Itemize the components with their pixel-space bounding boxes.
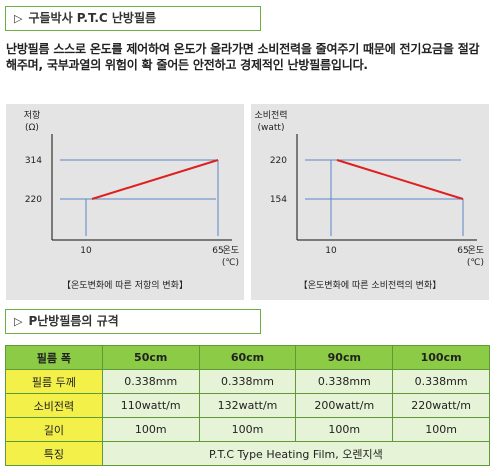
y-tick-label-upper: 314: [25, 156, 42, 166]
table-cell: P.T.C Type Heating Film, 오렌지색: [101, 441, 491, 466]
header-cell: 90cm: [295, 345, 394, 370]
y-axis-label-line1: 소비전력: [254, 109, 287, 121]
header-cell: 50cm: [101, 345, 200, 370]
table-cell: 132watt/m: [198, 393, 297, 418]
table-cell: 220watt/m: [392, 393, 490, 418]
row-head-cell: 필름 두께: [5, 369, 103, 394]
table-cell: 0.338mm: [295, 369, 394, 394]
row-head-cell: 소비전력: [5, 393, 103, 418]
triangle-right-icon: ▷: [14, 12, 23, 25]
power-series-line: [336, 159, 464, 200]
resistance-chart: 저항 (Ω) 314 220 10 65 온도 (℃) 【온도변화에 따른 저항…: [24, 110, 239, 291]
description-text: 난방필름 스스로 온도를 제어하여 온도가 올라가면 소비전력을 줄여주기 때문…: [6, 42, 480, 72]
chart-caption: 【온도변화에 따른 소비전력의 변화】: [299, 279, 442, 291]
x-axis-label-line1: 온도: [222, 245, 239, 256]
row-head-cell: 길이: [5, 417, 103, 442]
x-tick-label-start: 10: [325, 246, 337, 256]
section-header-spec: ▷ P난방필름의 규격: [5, 309, 261, 334]
power-chart: 소비전력 (watt) 220 154 10 65 온도 (℃) 【온도변화에 …: [254, 109, 484, 291]
section-title: P난방필름의 규격: [28, 314, 119, 328]
x-axis-label-line2: (℃): [222, 258, 239, 268]
x-axis-label-line2: (℃): [467, 258, 484, 268]
header-cell: 필름 폭: [5, 345, 103, 370]
y-axis-label-line2: (watt): [258, 123, 285, 133]
table-cell: 200watt/m: [295, 393, 394, 418]
triangle-right-icon: ▷: [14, 315, 23, 328]
table-cell: 100m: [392, 417, 490, 442]
table-cell: 110watt/m: [101, 393, 200, 418]
table-row: 소비전력 110watt/m 132watt/m 200watt/m 220wa…: [5, 393, 490, 418]
section-title: 구들박사 P.T.C 난방필름: [28, 11, 157, 25]
row-head-cell: 특징: [5, 441, 103, 466]
y-tick-label-upper: 220: [270, 156, 287, 166]
table-row: 필름 두께 0.338mm 0.338mm 0.338mm 0.338mm: [5, 369, 490, 394]
x-tick-label-end: 65: [212, 246, 223, 256]
x-tick-label-start: 10: [80, 246, 92, 256]
table-cell: 0.338mm: [392, 369, 490, 394]
chart-caption: 【온도변화에 따른 저항의 변화】: [62, 280, 188, 291]
table-cell: 100m: [295, 417, 394, 442]
x-tick-label-end: 65: [457, 246, 468, 256]
spec-table: 필름 폭 50cm 60cm 90cm 100cm 필름 두께 0.338mm …: [5, 345, 491, 466]
header-cell: 100cm: [392, 345, 490, 370]
header-cell: 60cm: [198, 345, 297, 370]
table-row: 특징 P.T.C Type Heating Film, 오렌지색: [5, 441, 491, 466]
table-cell: 0.338mm: [101, 369, 200, 394]
y-tick-label-lower: 154: [270, 195, 287, 205]
resistance-series-line: [91, 159, 219, 200]
table-cell: 0.338mm: [198, 369, 297, 394]
y-tick-label-lower: 220: [25, 195, 42, 205]
table-cell: 100m: [198, 417, 297, 442]
y-axis-label-line2: (Ω): [25, 123, 39, 133]
section-header-ptc: ▷ 구들박사 P.T.C 난방필름: [5, 6, 261, 31]
table-row: 길이 100m 100m 100m 100m: [5, 417, 490, 442]
power-chart-panel: 소비전력 (watt) 220 154 10 65 온도 (℃) 【온도변화에 …: [251, 104, 489, 300]
y-axis-label-line1: 저항: [24, 110, 41, 121]
table-cell: 100m: [101, 417, 200, 442]
table-header-row: 필름 폭 50cm 60cm 90cm 100cm: [5, 345, 490, 370]
resistance-chart-panel: 저항 (Ω) 314 220 10 65 온도 (℃) 【온도변화에 따른 저항…: [6, 104, 244, 300]
x-axis-label-line1: 온도: [467, 245, 484, 256]
